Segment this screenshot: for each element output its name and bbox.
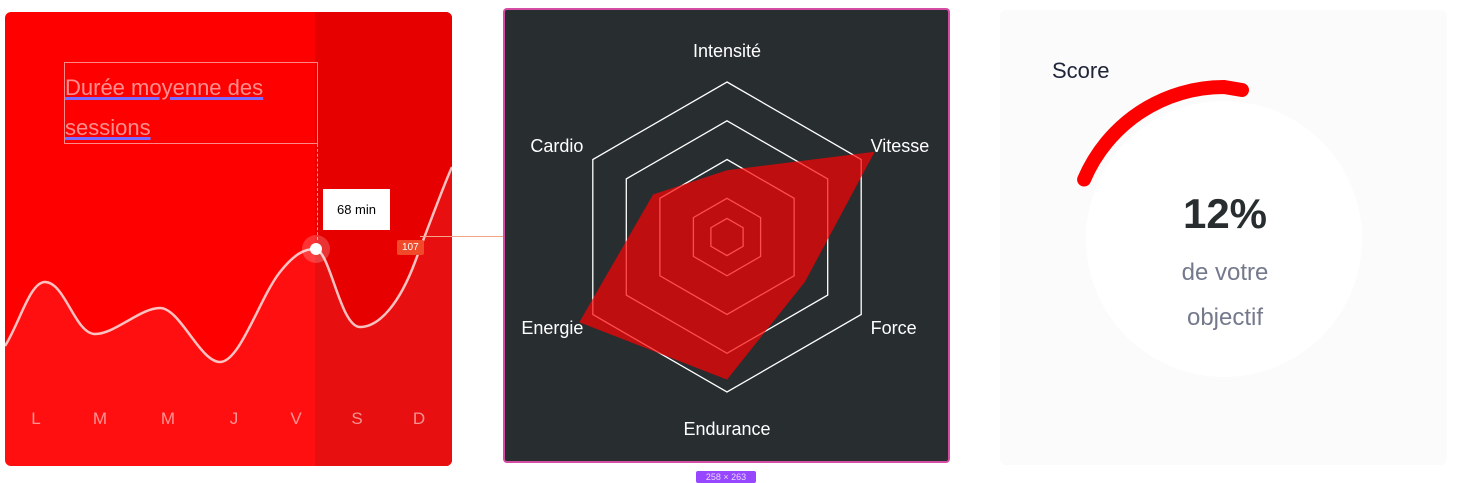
radar-axis-label: Endurance [683, 419, 770, 439]
score-card: Score 12% de votre objectif [1000, 10, 1447, 465]
title-selection-box [64, 62, 318, 144]
day-label: M [160, 409, 176, 428]
day-label: L [31, 409, 41, 428]
tooltip-guide-line [317, 144, 318, 240]
sessions-line-chart [5, 166, 452, 466]
value-badge: 107 [397, 240, 424, 255]
day-label: D [412, 409, 426, 428]
day-label: V [290, 409, 302, 428]
score-subtitle-line2: objectif [1186, 304, 1264, 331]
score-subtitle-line1: de votre [1181, 259, 1269, 286]
score-title: Score [1052, 58, 1110, 83]
performance-radar-card: Intensité Vitesse Force Endurance Energie Car… [503, 8, 950, 463]
radar-axis-label: Cardio [530, 136, 583, 156]
score-center-disc [1086, 101, 1362, 377]
radar-axis-label: Intensité [693, 41, 761, 61]
sessions-area-fill [5, 167, 452, 466]
sessions-chart-title: Durée moyenne des sessions [65, 75, 264, 140]
radar-axis-label: Energie [521, 318, 583, 338]
score-progress-arc [1077, 79, 1249, 187]
average-sessions-card: Durée moyenne des sessions 68 min 107 L … [5, 12, 452, 466]
active-point[interactable] [310, 243, 322, 255]
connector-line [420, 236, 504, 237]
hover-overlay [315, 12, 452, 466]
radar-axis-label: Force [871, 318, 917, 338]
performance-radar-chart: Intensité Vitesse Force Endurance Energie Car… [521, 41, 929, 439]
dimension-badge: 258 × 263 [696, 471, 756, 483]
score-subtitle: de votre objectif [1130, 250, 1320, 340]
sessions-line [5, 166, 452, 364]
day-label: M [92, 409, 108, 428]
score-radial-chart [1077, 79, 1362, 377]
score-percentage: 12% [1182, 190, 1268, 237]
radar-axis-label: Vitesse [871, 136, 930, 156]
day-label: S [351, 409, 363, 428]
session-tooltip: 68 min [323, 189, 390, 230]
day-label: J [229, 409, 239, 428]
radar-data-shape [579, 151, 875, 380]
radar-labels: Intensité Vitesse Force Endurance Energie Car… [521, 41, 929, 439]
